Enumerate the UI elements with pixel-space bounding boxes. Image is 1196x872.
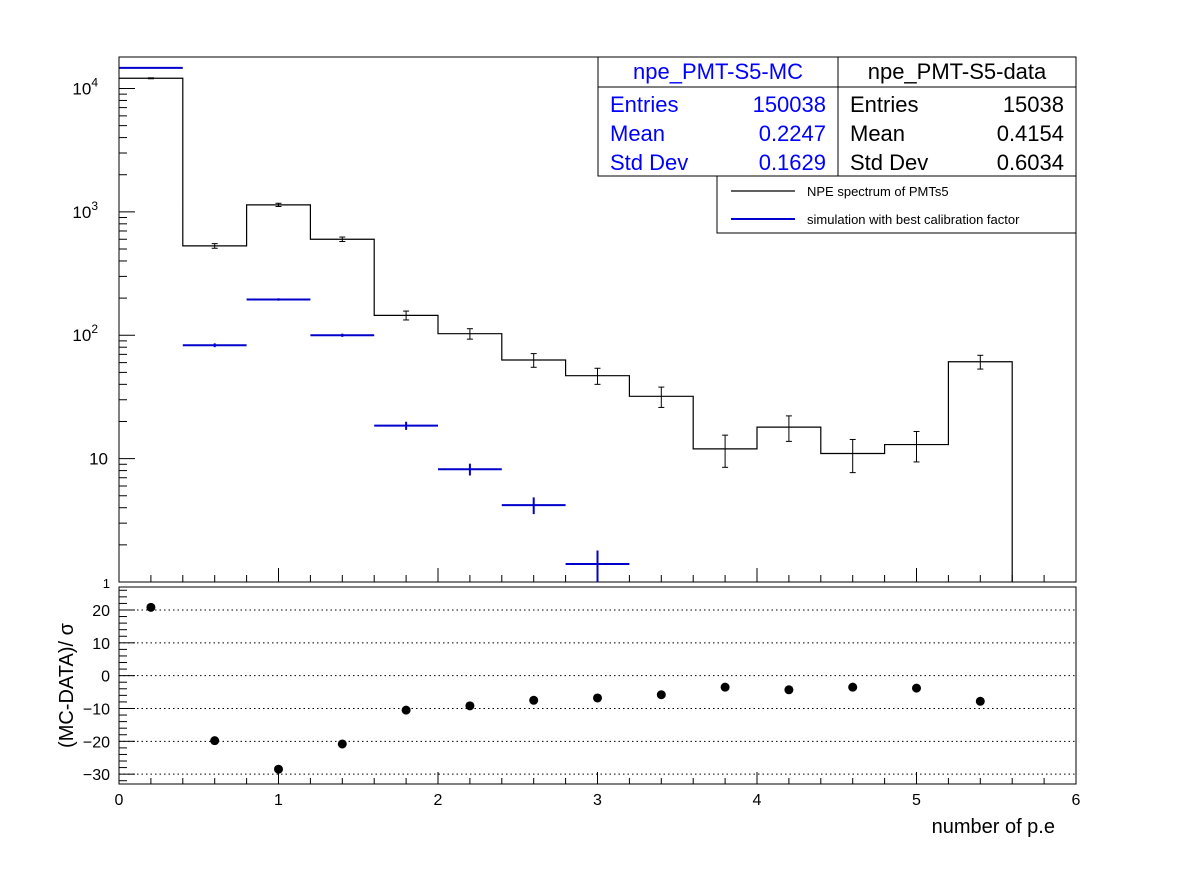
stats-label: Entries — [850, 92, 918, 117]
x-tick-label: 1 — [274, 792, 283, 809]
residual-point — [337, 739, 347, 749]
residual-point — [146, 602, 156, 612]
residual-point — [593, 693, 602, 703]
stats-label: Std Dev — [850, 150, 928, 175]
x-tick-label: 5 — [912, 792, 921, 809]
residual-point — [529, 695, 539, 705]
y-tick-label: 1 — [103, 576, 110, 591]
residual-point — [274, 764, 283, 774]
residual-point — [848, 682, 858, 692]
stats-value: 150038 — [753, 92, 826, 117]
residual-point — [210, 736, 220, 746]
x-axis-label: number of p.e — [932, 816, 1055, 838]
lower-residual-panel: −30 −20 −10 0 10 20 0 1 2 3 4 5 6 (MC-DATA)/ σ — [56, 586, 1081, 809]
legend: NPE spectrum of PMTs5 simulation with bes… — [716, 175, 1077, 234]
residual-point — [912, 683, 921, 693]
y-tick-label: 102 — [72, 322, 98, 345]
residual-point — [720, 682, 730, 692]
y-tick-label: 0 — [101, 669, 110, 686]
legend-box — [716, 175, 1077, 234]
y-tick-label: 103 — [72, 199, 98, 222]
legend-label: simulation with best calibration factor — [807, 212, 1020, 227]
stats-value: 0.6034 — [997, 150, 1064, 175]
y-tick-label: −10 — [83, 701, 110, 718]
y-tick-label: −20 — [83, 734, 110, 751]
stats-value: 15038 — [1003, 92, 1064, 117]
y-tick-label: 104 — [72, 75, 98, 98]
data-histogram-step — [119, 77, 1013, 582]
x-tick-label: 0 — [115, 792, 124, 809]
residual-point — [975, 696, 985, 706]
lower-frame — [118, 586, 1077, 785]
x-tick-label: 4 — [753, 792, 762, 809]
stats-label: Entries — [610, 92, 678, 117]
upper-histogram-panel: 1 10 102 103 104 — [72, 56, 1077, 591]
stats-box — [837, 56, 1077, 177]
residual-point — [465, 701, 475, 711]
stats-title: npe_PMT-S5-MC — [633, 59, 803, 84]
residual-point — [401, 705, 411, 715]
stats-title: npe_PMT-S5-data — [868, 59, 1047, 84]
residual-point — [656, 690, 666, 700]
stats-value: 0.2247 — [759, 121, 826, 146]
y-tick-label: −30 — [83, 767, 110, 784]
stats-value: 0.4154 — [997, 121, 1064, 146]
stats-label: Mean — [850, 121, 905, 146]
y-tick-label: 20 — [92, 603, 110, 620]
x-tick-label: 2 — [434, 792, 443, 809]
residual-point — [784, 685, 794, 695]
stats-value: 0.1629 — [759, 150, 826, 175]
x-tick-label: 3 — [593, 792, 602, 809]
y-tick-label: 10 — [92, 636, 110, 653]
legend-label: NPE spectrum of PMTs5 — [807, 184, 949, 199]
x-tick-label: 6 — [1072, 792, 1081, 809]
y-tick-label: 10 — [89, 450, 108, 469]
stats-label: Std Dev — [610, 150, 688, 175]
stats-boxes: npe_PMT-S5-MC Entries 150038 Mean 0.2247 Std … — [597, 56, 1077, 177]
y-axis-label: (MC-DATA)/ σ — [56, 622, 78, 748]
stats-label: Mean — [610, 121, 665, 146]
